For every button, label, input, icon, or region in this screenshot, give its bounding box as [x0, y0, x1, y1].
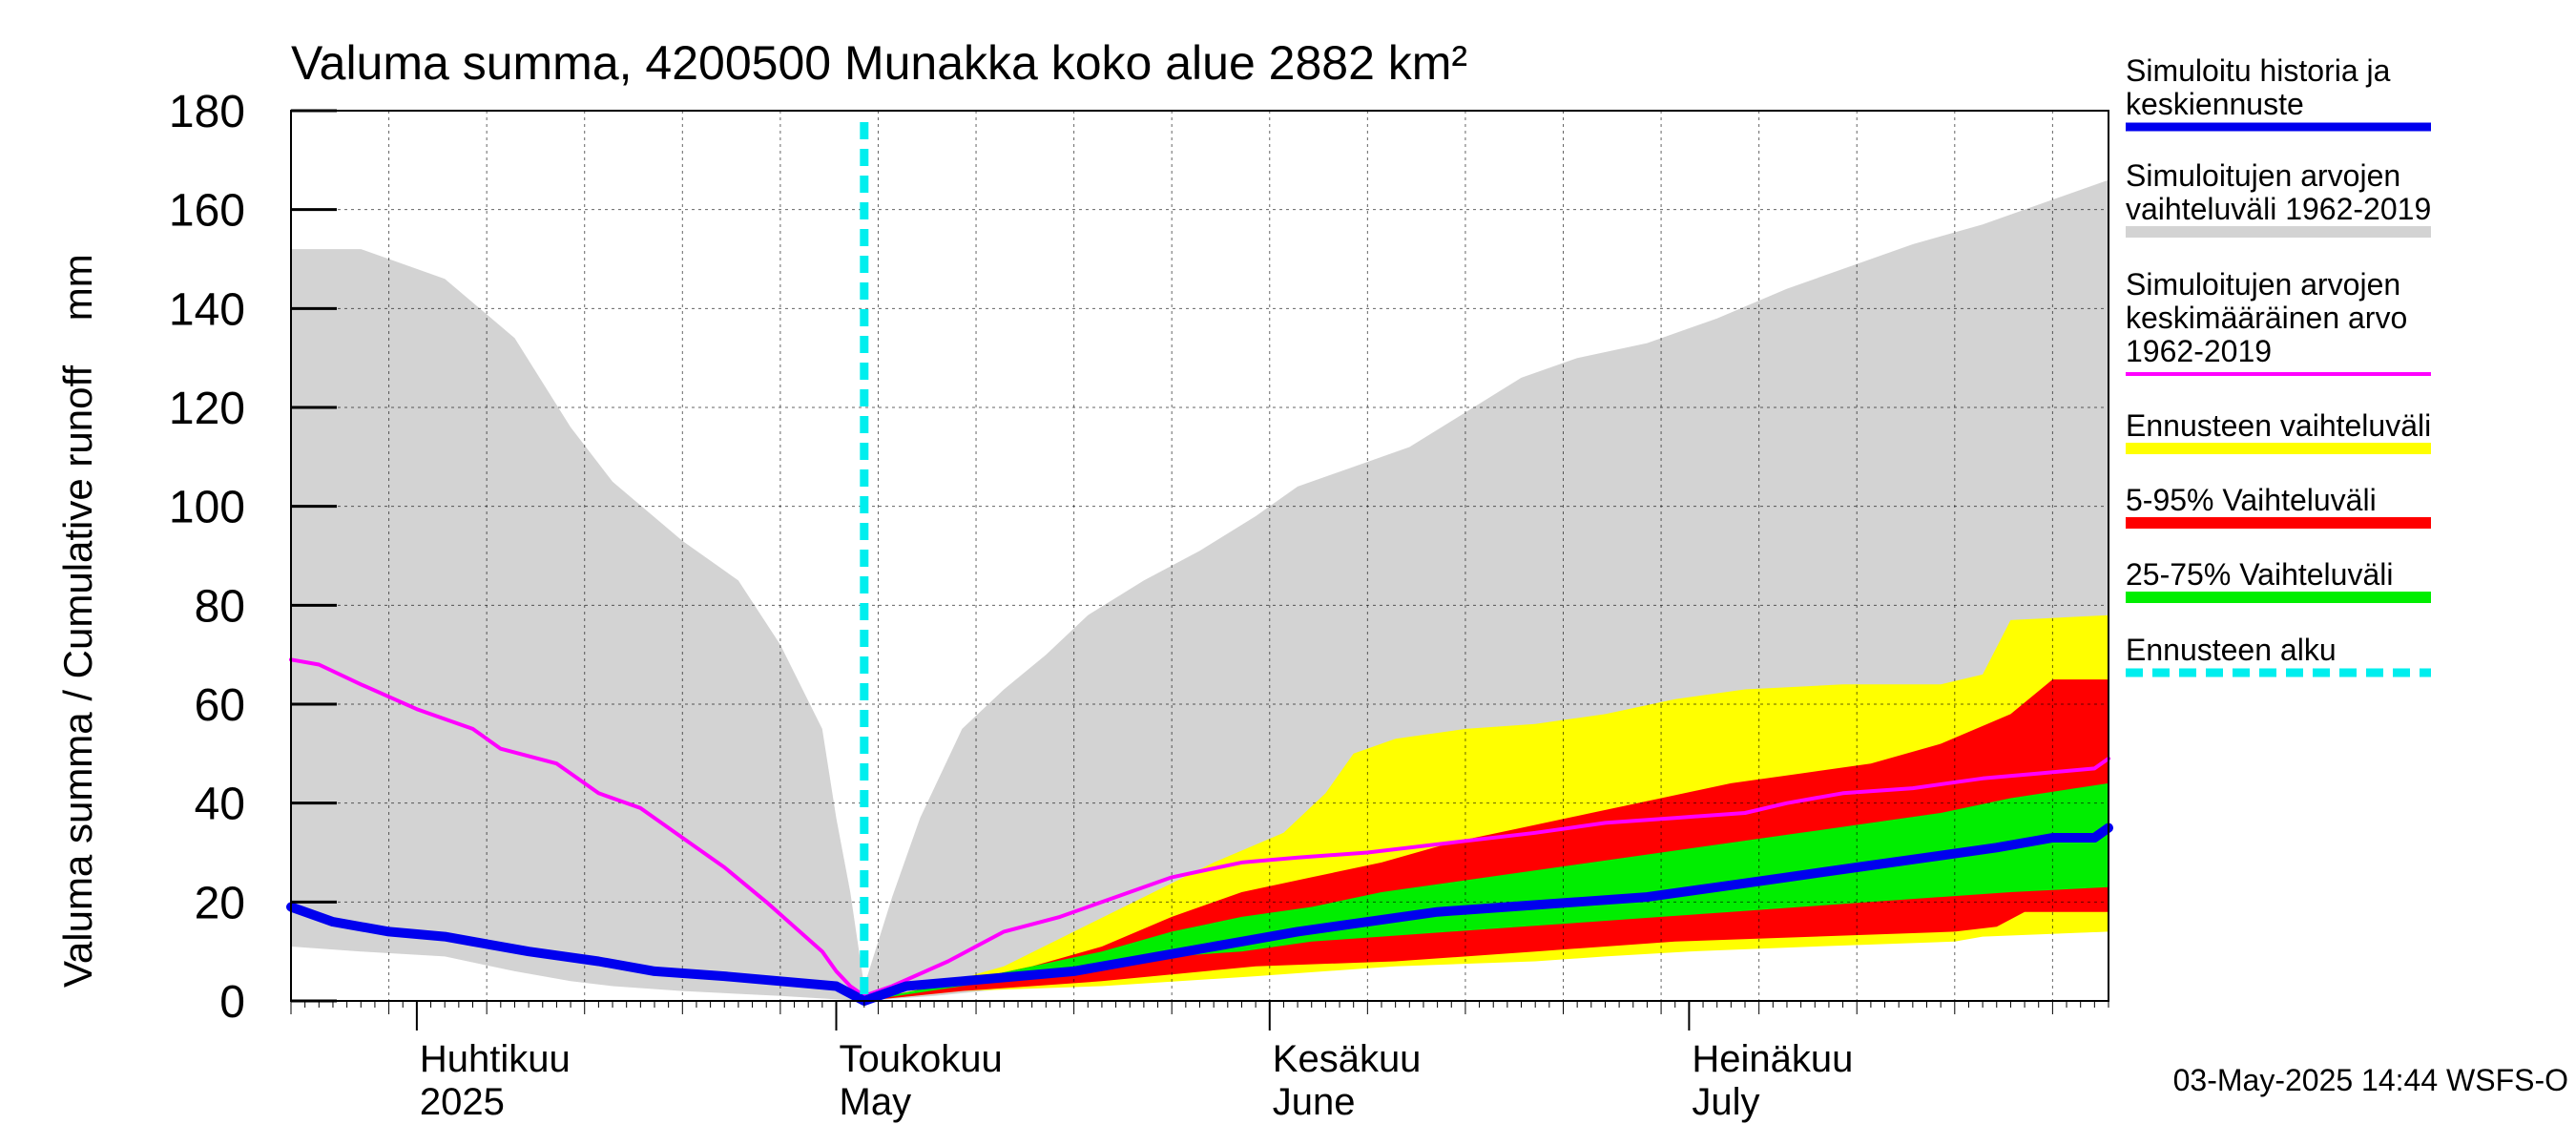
mean-line: [289, 657, 2110, 998]
legend-entry: Ennusteen vaihteluväli: [2126, 408, 2431, 454]
x-month-label-en: June: [1273, 1081, 1356, 1123]
y-tick-label: 160: [169, 186, 245, 237]
grid: [291, 111, 2109, 1001]
x-month-label-fi: Huhtikuu: [420, 1038, 571, 1080]
y-tick-label: 40: [195, 780, 245, 830]
x-month-label-en: 2025: [420, 1081, 505, 1123]
y-tick-label: 20: [195, 878, 245, 928]
legend-label: 25-75% Vaihteluväli: [2126, 557, 2393, 592]
x-month-label-fi: Toukokuu: [840, 1038, 1003, 1080]
legend-label: keskimääräinen arvo: [2126, 301, 2407, 335]
band-25-75: [863, 782, 2109, 1001]
x-month-label-en: May: [840, 1081, 912, 1123]
legend-label: 5-95% Vaihteluväli: [2126, 483, 2377, 517]
y-tick-label: 180: [169, 87, 245, 137]
legend: Simuloitu historia jakeskiennusteSimuloi…: [2126, 53, 2431, 677]
legend-entry: Ennusteen alku: [2126, 633, 2431, 677]
legend-label: Ennusteen alku: [2126, 633, 2337, 667]
x-month-label-fi: Heinäkuu: [1692, 1038, 1853, 1080]
y-tick-label: 60: [195, 680, 245, 731]
y-tick-label: 140: [169, 284, 245, 335]
median-forecast-line: [286, 822, 2113, 1006]
footer-timestamp: 03-May-2025 14:44 WSFS-O: [2173, 1063, 2568, 1097]
band-layer: [291, 179, 2109, 1002]
legend-label: Simuloitu historia ja: [2126, 53, 2391, 88]
x-month-label-en: July: [1692, 1081, 1759, 1123]
y-tick-label: 100: [169, 483, 245, 533]
line-layer: [286, 122, 2113, 1006]
y-axis-label: Valuma summa / Cumulative runoff mm: [55, 254, 100, 988]
legend-entry: 25-75% Vaihteluväli: [2126, 557, 2431, 603]
y-tick-label: 80: [195, 581, 245, 632]
legend-label: vaihteluväli 1962-2019: [2126, 192, 2431, 226]
chart-title: Valuma summa, 4200500 Munakka koko alue …: [291, 36, 1467, 90]
legend-label: Simuloitujen arvojen: [2126, 267, 2400, 302]
legend-label: Ennusteen vaihteluväli: [2126, 408, 2431, 443]
legend-label: 1962-2019: [2126, 334, 2272, 368]
legend-entry: 5-95% Vaihteluväli: [2126, 483, 2431, 529]
x-month-label-fi: Kesäkuu: [1273, 1038, 1422, 1080]
legend-label: Simuloitujen arvojen: [2126, 158, 2400, 193]
y-tick-label: 120: [169, 384, 245, 434]
y-tick-label: 0: [219, 977, 245, 1028]
legend-label: keskiennuste: [2126, 87, 2304, 121]
